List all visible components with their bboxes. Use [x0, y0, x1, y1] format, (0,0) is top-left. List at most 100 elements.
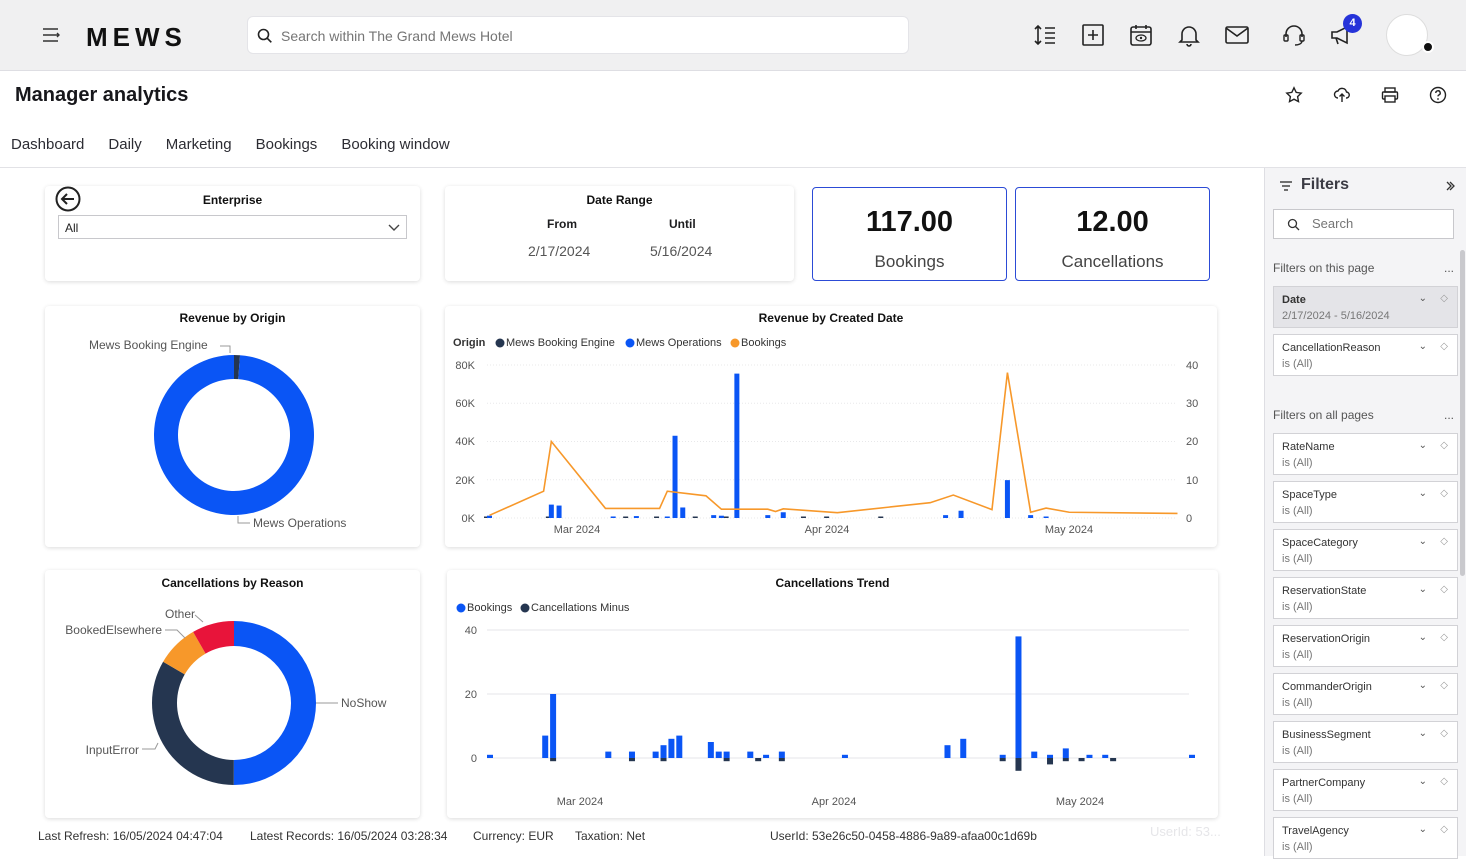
menu-icon[interactable]	[40, 24, 62, 46]
tab-marketing[interactable]: Marketing	[165, 136, 232, 153]
enterprise-dropdown[interactable]: All	[58, 215, 407, 239]
filter-icon	[1280, 181, 1292, 191]
chevron-down-icon[interactable]: ⌄	[1418, 440, 1427, 451]
eraser-icon[interactable]: ◇	[1440, 584, 1448, 595]
user-avatar[interactable]	[1386, 14, 1428, 56]
date-range-title: Date Range	[586, 193, 653, 207]
filter-card-commanderorigin[interactable]: CommanderOrigin is (All) ⌄ ◇	[1273, 673, 1458, 715]
tab-dashboard[interactable]: Dashboard	[11, 136, 85, 153]
search-icon	[257, 28, 272, 43]
until-label: Until	[669, 217, 696, 231]
eraser-icon[interactable]: ◇	[1440, 680, 1448, 691]
eraser-icon[interactable]: ◇	[1440, 341, 1448, 352]
filter-card-cancellationreason[interactable]: CancellationReason is (All) ⌄ ◇	[1273, 334, 1458, 376]
revenue-bar	[487, 515, 492, 518]
reason-slice	[233, 621, 317, 785]
legend-bookings: Bookings	[467, 602, 513, 614]
filter-card-reservationstate[interactable]: ReservationState is (All) ⌄ ◇	[1273, 577, 1458, 619]
revenue-bar	[654, 516, 660, 518]
eraser-icon[interactable]: ◇	[1440, 824, 1448, 835]
eraser-icon[interactable]: ◇	[1440, 440, 1448, 451]
eraser-icon[interactable]: ◇	[1440, 536, 1448, 547]
filter-card-ratename[interactable]: RateName is (All) ⌄ ◇	[1273, 433, 1458, 475]
revenue-bar	[718, 515, 724, 518]
filter-card-partnercompany[interactable]: PartnerCompany is (All) ⌄ ◇	[1273, 769, 1458, 811]
from-label: From	[547, 217, 577, 231]
print-icon[interactable]	[1381, 86, 1399, 104]
filter-search[interactable]	[1273, 209, 1454, 239]
tab-booking-window[interactable]: Booking window	[341, 136, 450, 153]
revenue-bar	[610, 516, 616, 518]
filter-card-spacetype[interactable]: SpaceType is (All) ⌄ ◇	[1273, 481, 1458, 523]
line-height-icon[interactable]	[1032, 22, 1058, 48]
share-icon[interactable]	[1333, 86, 1351, 104]
filter-card-spacecategory[interactable]: SpaceCategory is (All) ⌄ ◇	[1273, 529, 1458, 571]
filters-all-pages-label: Filters on all pages	[1273, 408, 1374, 422]
filter-card-date[interactable]: Date 2/17/2024 - 5/16/2024 ⌄ ◇	[1273, 286, 1458, 328]
star-icon[interactable]	[1285, 86, 1303, 104]
eraser-icon[interactable]: ◇	[1440, 293, 1448, 304]
x-tick: Mar 2024	[557, 796, 603, 808]
y-tick: 0K	[462, 513, 476, 525]
bookings-bar	[999, 754, 1006, 758]
more-options-icon[interactable]: ...	[1444, 261, 1455, 275]
help-icon[interactable]	[1429, 86, 1447, 104]
cancellations-bar	[550, 758, 557, 762]
leader-line	[165, 629, 186, 639]
eraser-icon[interactable]: ◇	[1440, 728, 1448, 739]
until-date[interactable]: 5/16/2024	[650, 243, 713, 259]
filter-card-businesssegment[interactable]: BusinessSegment is (All) ⌄ ◇	[1273, 721, 1458, 763]
filter-card-reservationorigin[interactable]: ReservationOrigin is (All) ⌄ ◇	[1273, 625, 1458, 667]
cancellations-bar	[1062, 758, 1069, 762]
megaphone-icon[interactable]	[1329, 22, 1355, 48]
filter-card-travelagency[interactable]: TravelAgency is (All) ⌄ ◇	[1273, 817, 1458, 859]
more-options-icon[interactable]: ...	[1444, 408, 1455, 422]
back-arrow-icon[interactable]	[54, 186, 82, 214]
bookings-bar	[707, 742, 714, 758]
chevron-down-icon[interactable]: ⌄	[1418, 584, 1427, 595]
chevron-down-icon[interactable]: ⌄	[1418, 293, 1427, 304]
filters-scrollbar[interactable]	[1460, 250, 1465, 576]
bell-icon[interactable]	[1176, 22, 1202, 48]
collapse-pane-icon[interactable]	[1445, 180, 1455, 192]
support-icon[interactable]	[1281, 22, 1307, 48]
x-tick: Apr 2024	[812, 796, 857, 808]
app-logo[interactable]: MEWS	[86, 22, 187, 52]
eraser-icon[interactable]: ◇	[1440, 488, 1448, 499]
add-square-icon[interactable]	[1080, 22, 1106, 48]
global-search-input[interactable]	[281, 25, 881, 47]
bookings-bar	[715, 751, 722, 758]
filters-title: Filters	[1301, 176, 1350, 193]
revenue-bar	[800, 516, 806, 518]
filter-value: is (All)	[1282, 697, 1313, 709]
y-tick: 40K	[455, 436, 475, 448]
bookings-bar	[1102, 754, 1109, 758]
chevron-down-icon[interactable]: ⌄	[1418, 632, 1427, 643]
mail-icon[interactable]	[1224, 22, 1250, 48]
eraser-icon[interactable]: ◇	[1440, 776, 1448, 787]
revenue-bar	[556, 505, 562, 518]
bookings-bar	[605, 751, 612, 758]
y2-tick: 20	[1186, 436, 1198, 448]
y-tick: 60K	[455, 398, 475, 410]
legend-dot-cancellations	[520, 603, 530, 613]
user-id-watermark: UserId: 53...	[1150, 824, 1221, 839]
chevron-down-icon[interactable]: ⌄	[1418, 728, 1427, 739]
filter-search-input[interactable]	[1312, 216, 1442, 231]
from-date[interactable]: 2/17/2024	[528, 243, 591, 259]
chevron-down-icon[interactable]: ⌄	[1418, 536, 1427, 547]
global-search[interactable]	[247, 16, 909, 54]
bookings-line	[489, 372, 1178, 517]
chevron-down-icon[interactable]: ⌄	[1418, 341, 1427, 352]
tab-bookings[interactable]: Bookings	[255, 136, 318, 153]
tab-daily[interactable]: Daily	[108, 136, 142, 153]
calendar-view-icon[interactable]	[1128, 22, 1154, 48]
chevron-down-icon[interactable]: ⌄	[1418, 776, 1427, 787]
currency: Currency: EUR	[473, 829, 554, 843]
eraser-icon[interactable]: ◇	[1440, 632, 1448, 643]
chevron-down-icon[interactable]: ⌄	[1418, 680, 1427, 691]
chevron-down-icon[interactable]: ⌄	[1418, 824, 1427, 835]
chevron-down-icon[interactable]: ⌄	[1418, 488, 1427, 499]
y-tick: 20K	[455, 475, 475, 487]
x-tick: May 2024	[1056, 796, 1104, 808]
